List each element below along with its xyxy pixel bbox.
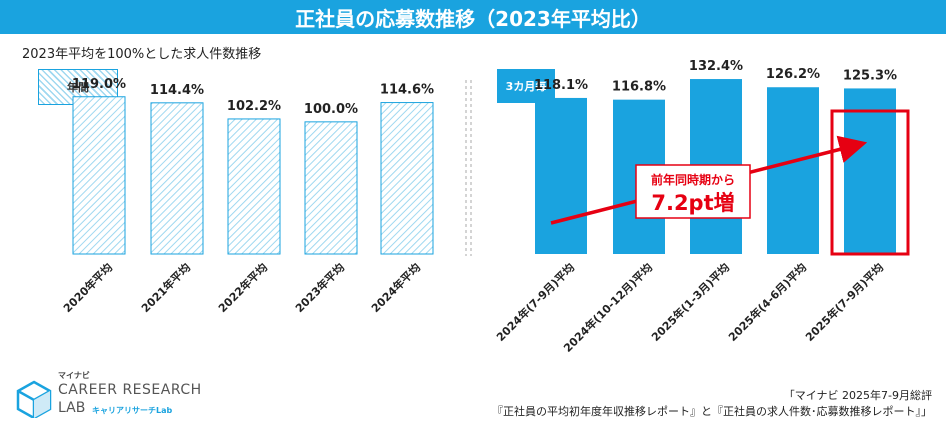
tick-label-quarterly-3: 2025年(1-3月)平均 (648, 260, 732, 344)
logo-brand-lab: LAB (58, 400, 86, 416)
chart-title: 正社員の応募数推移（2023年平均比） (0, 0, 946, 34)
tick-label-annual-1: 2020年平均 (60, 260, 115, 315)
legend-quarterly: 3カ月毎 (497, 69, 555, 103)
callout-text-line1: 前年同時期から (651, 172, 735, 187)
tick-label-annual-4: 2023年平均 (292, 260, 347, 315)
bar-annual-3 (227, 118, 281, 255)
bar-quarterly-4 (767, 87, 819, 254)
tick-label-quarterly-5: 2025年(7-9月)平均 (802, 260, 886, 344)
value-label-annual-5: 114.6% (380, 83, 434, 98)
source-line-1: 「マイナビ 2025年7-9月総評 (783, 389, 932, 402)
highlight-frame (830, 109, 910, 256)
bar-annual-1 (72, 96, 126, 255)
value-label-quarterly-1: 118.1% (534, 78, 588, 93)
tick-label-quarterly-1: 2024年(7-9月)平均 (493, 260, 577, 344)
value-label-quarterly-4: 126.2% (766, 67, 820, 82)
logo-brand-kana: キャリアリサーチLab (92, 406, 173, 415)
tick-label-quarterly-4: 2025年(4-6月)平均 (725, 260, 809, 344)
logo-brand-main: CAREER RESEARCH (58, 382, 202, 398)
bar-annual-5 (380, 102, 434, 255)
bar-quarterly-1 (535, 97, 587, 254)
value-label-annual-4: 100.0% (304, 102, 358, 117)
source-line-2: 『正社員の平均初年度年収推移レポート』と『正社員の求人件数･応募数推移レポート』… (492, 405, 932, 418)
bar-annual-4 (304, 121, 358, 255)
bar-annual-2 (150, 102, 204, 255)
value-label-quarterly-3: 132.4% (689, 59, 743, 74)
bar-quarterly-5 (844, 88, 896, 254)
callout-text-line2: 7.2pt増 (651, 191, 734, 215)
callout-box (635, 164, 751, 219)
value-label-quarterly-2: 116.8% (612, 80, 666, 95)
logo-brand-small: マイナビ (58, 371, 90, 380)
value-label-annual-1: 119.0% (72, 77, 126, 92)
chart-subtitle: 2023年平均を100%とした求人件数推移 (22, 47, 262, 62)
cube-logo-icon (16, 380, 52, 418)
career-research-lab-logo: マイナビ CAREER RESEARCH LAB キャリアリサーチLab (14, 370, 214, 428)
legend-annual-label: 年間 (67, 81, 89, 94)
value-label-quarterly-5: 125.3% (843, 68, 897, 83)
value-label-annual-2: 114.4% (150, 83, 204, 98)
value-label-annual-3: 102.2% (227, 99, 281, 114)
legend-quarterly-label: 3カ月毎 (505, 80, 547, 93)
tick-label-annual-2: 2021年平均 (138, 260, 193, 315)
tick-label-quarterly-2: 2024年(10-12月)平均 (560, 260, 655, 355)
tick-label-annual-5: 2024年平均 (368, 260, 423, 315)
tick-label-annual-3: 2022年平均 (215, 260, 270, 315)
legend-annual: 年間 (38, 69, 118, 105)
